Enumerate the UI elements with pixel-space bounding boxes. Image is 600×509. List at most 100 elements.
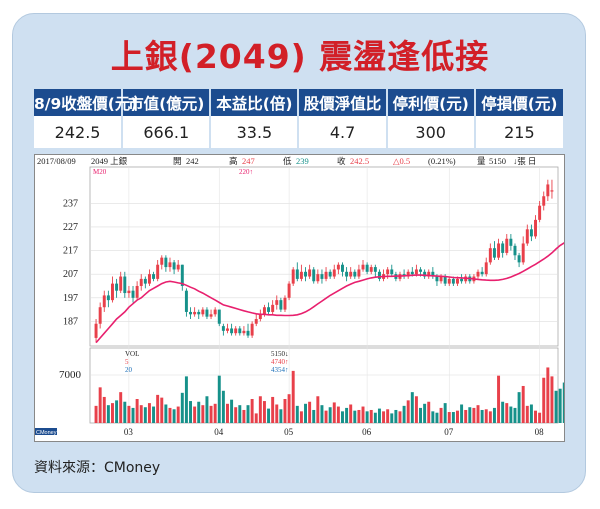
header-low-label: 低 [283,156,292,166]
volume-bar [287,394,291,423]
candle-body [115,283,119,291]
volume-bar [435,412,439,423]
volume-bar [484,409,488,423]
header-low-value: 239 [296,156,309,166]
volume-bar [193,406,197,423]
volume-bar [267,408,271,423]
volume-bar [460,404,464,423]
candle-body [221,326,225,331]
vol-legend-label-2: 20 [125,366,133,374]
candle-body [456,278,459,284]
data-source: 資料來源：CMoney [34,460,161,476]
candle-body [189,311,192,315]
candle-body [172,262,176,270]
candle-body [279,300,283,310]
volume-panel-frame [89,347,559,424]
candle-body [250,323,254,336]
candle-body [143,278,147,284]
candle-body [546,184,550,197]
candle-body [357,269,361,277]
candle-body [406,271,410,277]
candle-body [443,276,447,284]
volume-bar [414,396,418,423]
candle-body [435,276,439,282]
candle-body [521,243,525,263]
value-market-cap: 666.1 [122,116,212,148]
header-volume-value: 5150 [489,156,506,166]
volume-bar [283,399,287,423]
stats-value-row: 242.5 666.1 33.5 4.7 300 215 [34,116,563,148]
volume-bar [279,409,283,423]
candle-body [111,283,114,301]
volume-bar [176,406,180,423]
candle-body [419,269,422,272]
month-gridlines [128,167,540,423]
volume-bar [451,412,455,423]
value-close-price: 242.5 [34,116,124,148]
candle-body [287,283,291,298]
volume-bar [550,376,554,423]
candle-body [106,295,110,301]
volume-bar [291,370,295,423]
volume-bar [111,403,114,423]
candle-body [123,276,127,294]
candle-body [341,264,344,272]
candle-body [336,264,340,270]
volume-bar [258,396,262,423]
candle-body [234,328,238,334]
candle-body [291,269,295,284]
month-tick-label: 08 [535,427,545,437]
volume-bar [456,410,459,423]
candle-body [353,271,357,277]
candle-body [94,323,98,338]
volume-bar [443,403,447,423]
volume-bar [143,407,147,423]
volume-bar [246,405,250,423]
candle-body [484,262,488,275]
header-high-label: 高 [229,156,238,166]
chart-title: 上銀(2049) 震盪逢低接 [110,37,490,76]
volume-bar [439,407,443,423]
ma-value: 220↑ [239,168,253,176]
volume-bar [345,407,349,423]
candle-body [168,262,172,268]
candle-body [98,307,102,324]
volume-bar [513,407,517,423]
ma-label: M20 [93,168,107,176]
candle-body [505,238,509,253]
candle-body [534,219,537,237]
volume-bar [497,375,501,423]
candle-body [201,309,205,315]
price-tick-label: 197 [63,293,78,304]
candle-body [180,264,184,286]
volume-bar [377,408,381,423]
candle-body [373,267,377,272]
value-take-profit: 300 [386,116,476,148]
volume-bar [361,406,365,423]
volume-bar [184,376,188,423]
volume-bar [538,412,542,423]
candle-body [119,276,123,291]
volume-bar [168,407,172,423]
candle-body [217,309,221,324]
volume-bar [336,406,340,423]
candle-body [423,271,427,277]
candle-body [160,257,164,265]
volume-bar [357,409,361,423]
candle-body [529,229,533,237]
volume-bar [271,396,275,423]
candle-body [299,271,303,279]
header-open-value: 242 [186,156,199,166]
header-close-price: 8/9收盤價(元) [34,89,137,116]
candle-body [209,314,213,317]
header-tail: ↓張 日 [513,156,536,166]
volume-bar [382,411,386,423]
volume-bar [320,405,324,423]
vol-legend-value-1: 4740↑ [271,358,289,366]
volume-bar [353,410,357,423]
candle-body [127,290,131,294]
volume-bar [250,399,254,423]
candle-body [226,328,229,331]
candle-body [102,295,106,308]
month-tick-label: 03 [124,427,133,437]
